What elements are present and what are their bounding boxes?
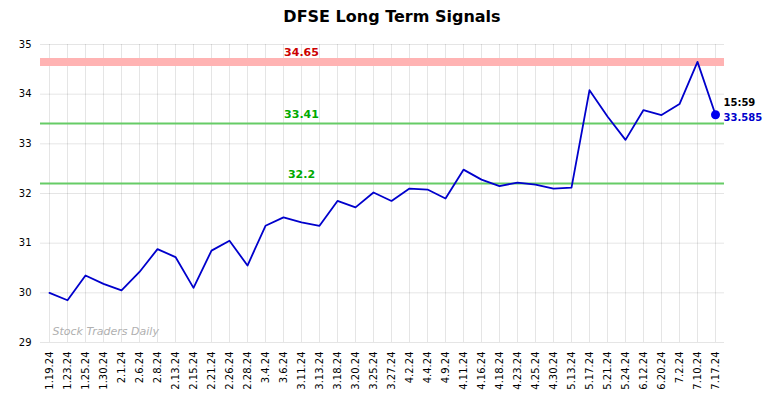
svg-text:5.24.24: 5.24.24 [620, 352, 631, 390]
svg-text:2.13.24: 2.13.24 [170, 352, 181, 390]
svg-text:3.4.24: 3.4.24 [260, 352, 271, 384]
svg-text:4.16.24: 4.16.24 [476, 352, 487, 390]
svg-text:33.41: 33.41 [284, 108, 319, 121]
svg-text:3.6.24: 3.6.24 [278, 352, 289, 384]
svg-text:5.13.24: 5.13.24 [566, 352, 577, 390]
svg-text:7.2.24: 7.2.24 [674, 352, 685, 384]
svg-text:15:59: 15:59 [724, 97, 756, 108]
svg-text:2.15.24: 2.15.24 [188, 352, 199, 390]
svg-text:4.23.24: 4.23.24 [512, 352, 523, 390]
svg-text:34.65: 34.65 [284, 46, 319, 59]
svg-text:4.18.24: 4.18.24 [494, 352, 505, 390]
svg-text:4.30.24: 4.30.24 [548, 352, 559, 390]
svg-text:6.12.24: 6.12.24 [638, 352, 649, 390]
svg-text:2.26.24: 2.26.24 [224, 352, 235, 390]
svg-text:29: 29 [19, 337, 32, 348]
svg-text:1.25.24: 1.25.24 [80, 352, 91, 390]
svg-text:4.4.24: 4.4.24 [422, 352, 433, 384]
svg-text:33: 33 [19, 138, 32, 149]
svg-text:4.25.24: 4.25.24 [530, 352, 541, 390]
svg-text:7.10.24: 7.10.24 [692, 352, 703, 390]
svg-text:5.21.24: 5.21.24 [602, 352, 613, 390]
svg-text:1.30.24: 1.30.24 [98, 352, 109, 390]
svg-text:Stock Traders Daily: Stock Traders Daily [53, 325, 160, 338]
svg-text:2.1.24: 2.1.24 [116, 352, 127, 384]
svg-text:3.20.24: 3.20.24 [350, 352, 361, 390]
svg-text:1.19.24: 1.19.24 [44, 352, 55, 390]
svg-text:5.17.24: 5.17.24 [584, 352, 595, 390]
html-text:DFSE Long Term Signals: DFSE Long Term Signals [283, 7, 501, 26]
svg-text:3.13.24: 3.13.24 [314, 352, 325, 390]
svg-text:7.17.24: 7.17.24 [710, 352, 721, 390]
svg-text:2.6.24: 2.6.24 [134, 352, 145, 384]
svg-text:3.25.24: 3.25.24 [368, 352, 379, 390]
svg-text:4.2.24: 4.2.24 [404, 352, 415, 384]
svg-text:34: 34 [19, 88, 32, 99]
svg-text:35: 35 [19, 39, 32, 50]
svg-text:3.11.24: 3.11.24 [296, 352, 307, 390]
svg-text:2.8.24: 2.8.24 [152, 352, 163, 384]
svg-text:3.18.24: 3.18.24 [332, 352, 343, 390]
svg-text:3.27.24: 3.27.24 [386, 352, 397, 390]
svg-text:2.28.24: 2.28.24 [242, 352, 253, 390]
svg-text:31: 31 [19, 237, 32, 248]
svg-text:6.20.24: 6.20.24 [656, 352, 667, 390]
svg-text:30: 30 [19, 287, 32, 298]
svg-text:1.23.24: 1.23.24 [62, 352, 73, 390]
svg-text:4.9.24: 4.9.24 [440, 352, 451, 384]
svg-text:2.21.24: 2.21.24 [206, 352, 217, 390]
svg-text:32.2: 32.2 [288, 168, 315, 181]
svg-text:33.585: 33.585 [724, 112, 763, 123]
svg-text:32: 32 [19, 188, 32, 199]
svg-text:4.11.24: 4.11.24 [458, 352, 469, 390]
